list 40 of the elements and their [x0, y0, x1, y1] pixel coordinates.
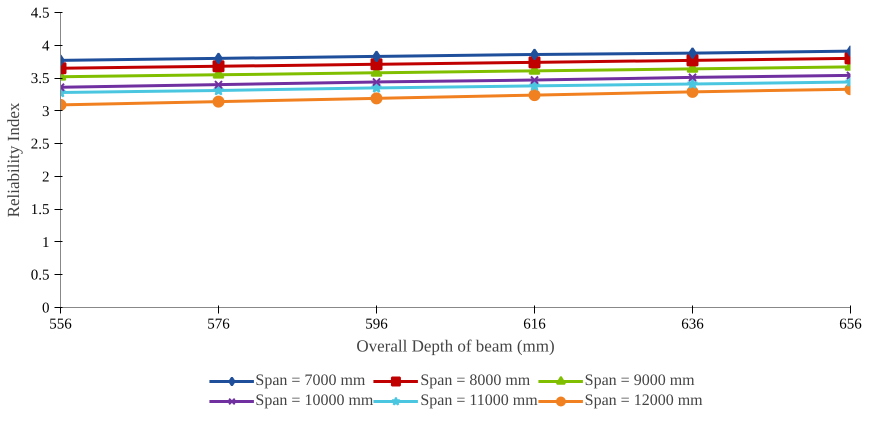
y-tick-label: 3 [42, 104, 50, 120]
y-tick-label: 2 [42, 169, 50, 186]
x-tick-label: 556 [49, 316, 72, 332]
point [372, 77, 382, 87]
point [686, 86, 698, 98]
x-tick-label: 616 [523, 316, 546, 332]
point [528, 89, 540, 102]
point [212, 96, 224, 108]
y-tick-label: 1 [42, 234, 50, 251]
y-tick-label: 4.5 [30, 6, 50, 22]
y-tick-label: 4 [42, 38, 50, 54]
point [214, 80, 224, 90]
legend-label: Span = 9000 mm [584, 372, 695, 390]
y-tick-label: 1.5 [30, 202, 50, 218]
legend-label: Span = 10000 mm [255, 392, 374, 410]
y-tick-label: 3.5 [30, 71, 50, 88]
point [372, 50, 381, 62]
y-tick-label: 0.5 [30, 268, 50, 284]
x-tick-label: 596 [365, 316, 388, 332]
y-axis-title: Reliability Index [4, 102, 23, 218]
point [688, 47, 697, 60]
point [530, 75, 540, 85]
legend-label: Span = 11000 mm [420, 392, 538, 410]
y-tick-label: 0 [42, 300, 50, 316]
x-axis-title: Overall Depth of beam (mm) [356, 336, 555, 356]
x-tick-label: 636 [681, 316, 704, 332]
point [530, 48, 539, 60]
legend-label: Span = 8000 mm [420, 372, 530, 390]
point [686, 78, 698, 89]
legend-label: Span = 12000 mm [584, 392, 703, 410]
point [214, 52, 223, 64]
y-tick-label: 2.5 [30, 136, 50, 153]
x-tick-label: 576 [207, 316, 230, 332]
point [688, 72, 698, 82]
point [528, 56, 540, 68]
point [370, 58, 382, 70]
x-tick-label: 656 [839, 316, 862, 332]
point [370, 92, 382, 104]
legend-label: Span = 7000 mm [255, 372, 366, 390]
point [212, 60, 224, 72]
